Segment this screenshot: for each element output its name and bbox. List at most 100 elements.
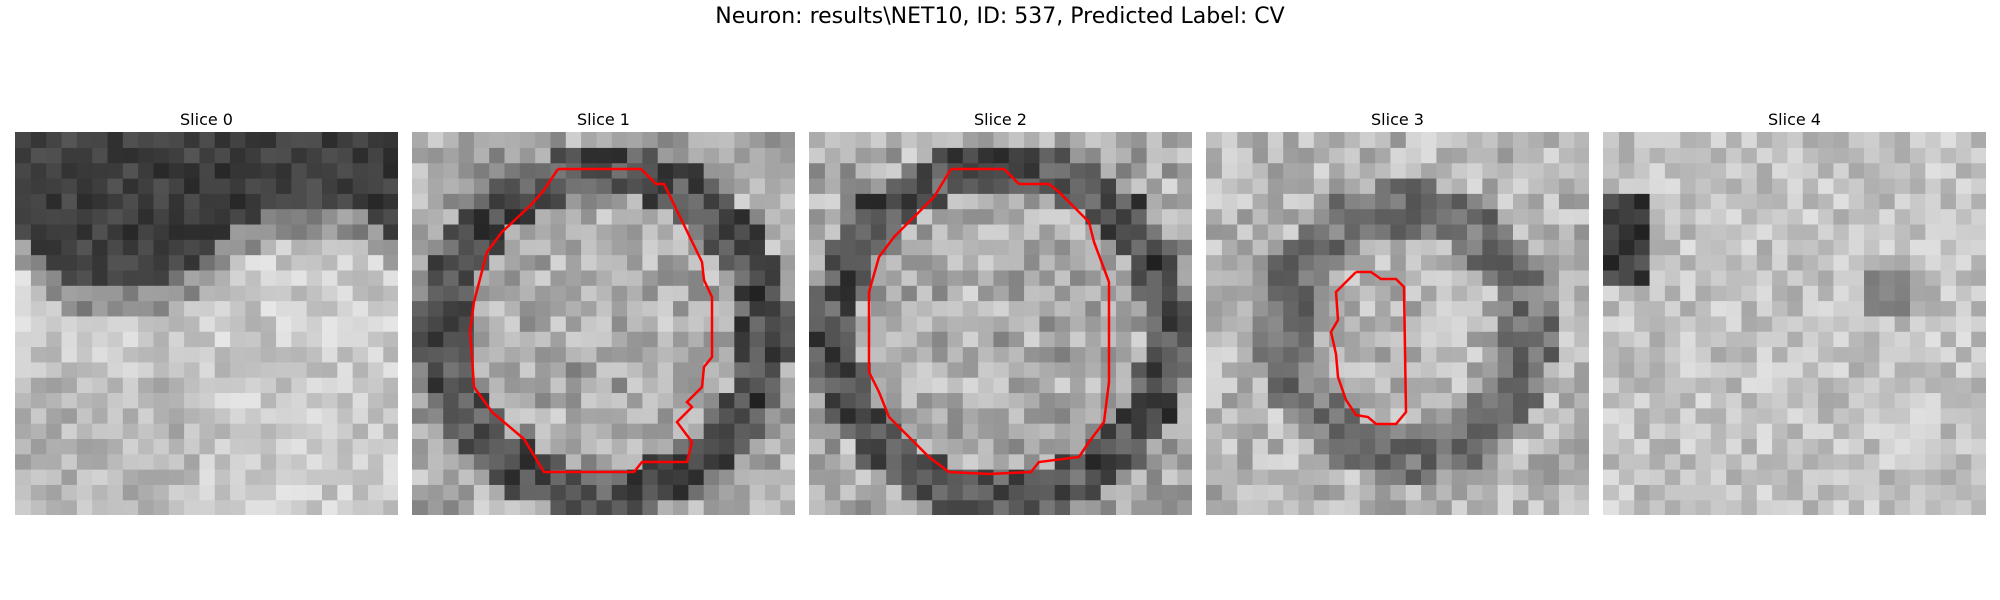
- pixel: [1894, 346, 1910, 363]
- pixel: [1848, 285, 1865, 302]
- pixel: [91, 392, 108, 409]
- pixel: [580, 254, 597, 271]
- pixel: [916, 177, 933, 194]
- pixel: [244, 469, 261, 485]
- pixel: [306, 407, 322, 424]
- pixel: [260, 499, 277, 515]
- pixel: [1679, 407, 1696, 424]
- pixel: [244, 407, 261, 424]
- pixel: [198, 177, 215, 194]
- pixel: [183, 147, 200, 164]
- pixel: [1909, 346, 1926, 363]
- pixel: [275, 453, 292, 470]
- pixel: [1527, 453, 1544, 470]
- pixel: [1664, 239, 1681, 256]
- pixel: [1313, 499, 1330, 515]
- pixel: [1115, 377, 1132, 394]
- pixel: [519, 177, 536, 194]
- pixel: [764, 361, 781, 378]
- pixel: [854, 162, 871, 179]
- pixel: [91, 438, 108, 455]
- pixel: [1558, 499, 1575, 515]
- pixel: [824, 254, 841, 271]
- pixel: [352, 469, 368, 485]
- pixel: [137, 484, 154, 501]
- pixel: [457, 484, 474, 501]
- pixel: [488, 331, 505, 348]
- pixel: [122, 315, 139, 332]
- pixel: [779, 438, 795, 455]
- pixel: [137, 438, 154, 455]
- pixel: [30, 285, 47, 302]
- pixel: [992, 377, 1009, 394]
- pixel: [1282, 147, 1299, 164]
- pixel: [626, 438, 643, 455]
- pixel: [1054, 162, 1071, 179]
- pixel: [122, 300, 139, 317]
- pixel: [1161, 223, 1178, 240]
- pixel: [106, 438, 123, 455]
- pixel: [931, 162, 948, 179]
- pixel: [1161, 208, 1178, 225]
- pixel: [1115, 254, 1132, 271]
- pixel: [45, 132, 62, 148]
- pixel: [1176, 269, 1192, 286]
- pixel: [1221, 239, 1238, 256]
- pixel: [1481, 469, 1498, 485]
- pixel: [1817, 285, 1834, 302]
- pixel: [1405, 254, 1422, 271]
- pixel: [1771, 438, 1788, 455]
- pixel: [1251, 177, 1268, 194]
- pixel: [45, 361, 62, 378]
- pixel: [1389, 147, 1406, 164]
- pixel: [885, 223, 902, 240]
- pixel: [1481, 254, 1498, 271]
- pixel: [534, 423, 551, 439]
- pixel: [1955, 469, 1972, 485]
- pixel: [779, 177, 795, 194]
- pixel: [106, 254, 123, 271]
- pixel: [1756, 223, 1773, 240]
- pixel: [824, 331, 841, 348]
- pixel: [1527, 223, 1544, 240]
- pixel: [1940, 499, 1956, 515]
- pixel: [1451, 438, 1468, 455]
- pixel: [611, 331, 628, 348]
- pixel: [1481, 193, 1498, 210]
- pixel: [382, 377, 398, 394]
- pixel: [1710, 254, 1727, 271]
- pixel: [549, 193, 566, 210]
- pixel: [1894, 254, 1910, 271]
- pixel: [946, 239, 963, 256]
- pixel: [1146, 361, 1162, 378]
- pixel: [260, 484, 277, 501]
- pixel: [168, 438, 185, 455]
- pixel: [1771, 453, 1788, 470]
- pixel: [809, 132, 825, 148]
- contour-slice-3: [1329, 270, 1408, 426]
- pixel: [214, 254, 231, 271]
- pixel: [1405, 438, 1422, 455]
- pixel: [1894, 239, 1910, 256]
- pixel: [260, 239, 277, 256]
- pixel: [1786, 361, 1803, 378]
- pixel: [457, 346, 474, 363]
- pixel: [1664, 484, 1681, 501]
- pixel: [352, 315, 368, 332]
- pixel: [595, 453, 612, 470]
- pixel: [1894, 361, 1910, 378]
- pixel: [336, 254, 353, 271]
- pixel: [1664, 147, 1681, 164]
- pixel: [1451, 193, 1468, 210]
- pixel: [15, 361, 31, 378]
- pixel: [106, 285, 123, 302]
- pixel: [824, 132, 841, 148]
- pixel: [1725, 254, 1742, 271]
- pixel: [1343, 147, 1360, 164]
- pixel: [76, 315, 93, 332]
- pixel: [534, 377, 551, 394]
- pixel: [1069, 346, 1086, 363]
- pixel: [1955, 300, 1972, 317]
- pixel: [488, 147, 505, 164]
- pixel: [1756, 177, 1773, 194]
